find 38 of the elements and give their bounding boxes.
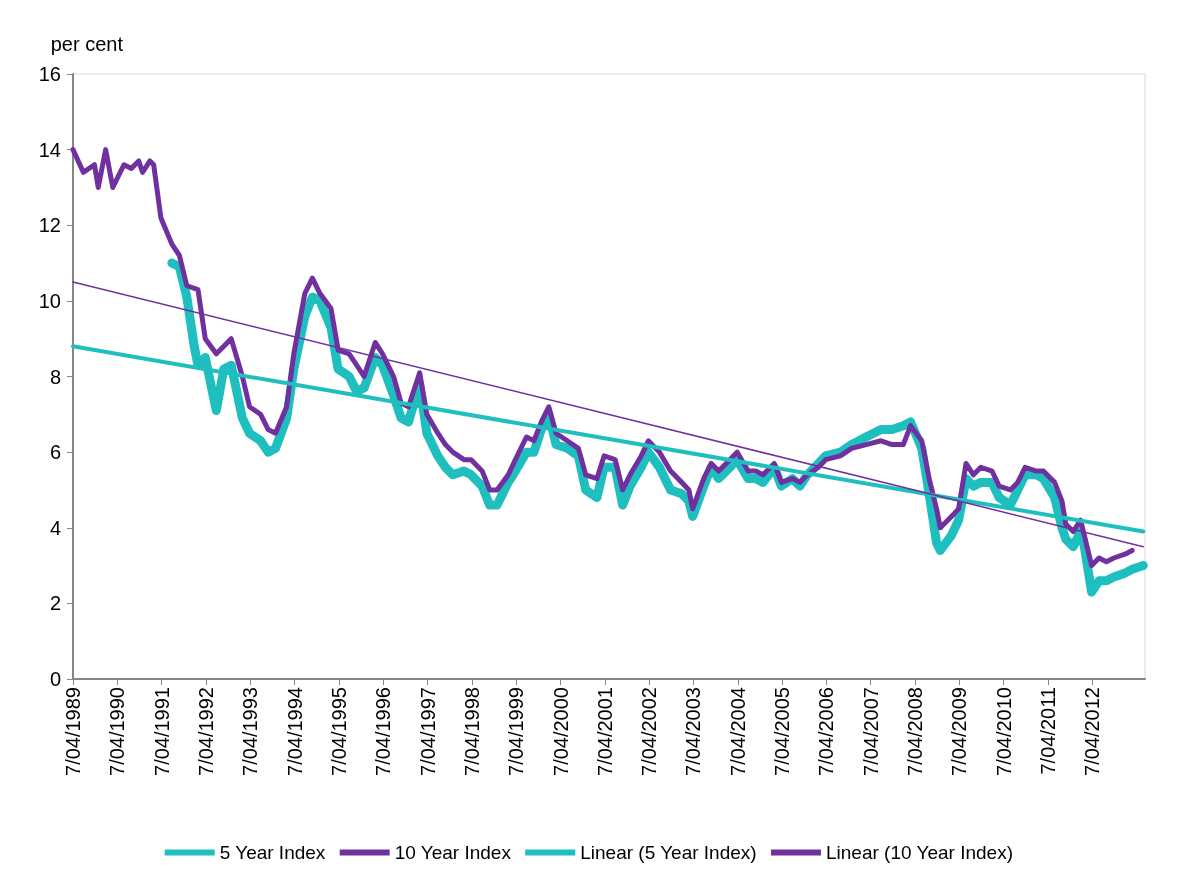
x-tick-label: 7/04/2010 — [992, 687, 1015, 776]
legend-label: Linear (5 Year Index) — [580, 842, 757, 863]
legend-label: 5 Year Index — [219, 842, 326, 863]
x-tick-label: 7/04/2009 — [948, 687, 971, 776]
legend-label: Linear (10 Year Index) — [825, 842, 1013, 863]
x-tick-label: 7/04/1996 — [372, 687, 395, 776]
x-tick-label: 7/04/2004 — [726, 687, 749, 776]
x-tick-label: 7/04/1994 — [283, 687, 306, 776]
y-tick-label: 2 — [49, 592, 61, 615]
x-tick-label: 7/04/1999 — [505, 687, 528, 776]
x-tick-label: 7/04/2006 — [815, 687, 838, 776]
y-tick-label: 4 — [49, 516, 61, 539]
x-tick-label: 7/04/1993 — [239, 687, 262, 776]
y-tick-label: 8 — [49, 365, 61, 388]
x-tick-label: 7/04/1995 — [327, 687, 350, 776]
x-tick-label: 7/04/1992 — [194, 687, 217, 776]
y-axis-title: per cent — [50, 33, 124, 55]
x-tick-label: 7/04/2012 — [1081, 687, 1104, 776]
x-tick-label: 7/04/1989 — [62, 687, 84, 776]
x-tick-label: 7/04/2008 — [904, 687, 927, 776]
x-tick-label: 7/04/2003 — [682, 687, 705, 776]
y-tick-label: 0 — [49, 668, 61, 690]
x-tick-label: 7/04/1991 — [150, 687, 173, 776]
legend-label: 10 Year Index — [394, 842, 512, 863]
x-tick-label: 7/04/1990 — [106, 687, 129, 776]
x-tick-label: 7/04/2001 — [593, 687, 616, 776]
y-tick-label: 16 — [38, 63, 61, 85]
y-tick-label: 12 — [38, 214, 61, 237]
x-tick-label: 7/04/2005 — [771, 687, 794, 776]
y-tick-label: 10 — [38, 289, 61, 312]
x-tick-label: 7/04/1997 — [416, 687, 439, 776]
x-tick-label: 7/04/1998 — [460, 687, 483, 776]
x-tick-label: 7/04/2002 — [638, 687, 661, 776]
x-tick-label: 7/04/2011 — [1036, 687, 1059, 775]
y-tick-label: 6 — [49, 441, 61, 464]
y-tick-label: 14 — [38, 138, 61, 161]
x-tick-label: 7/04/2000 — [549, 687, 572, 776]
x-tick-label: 7/04/2007 — [859, 687, 882, 776]
